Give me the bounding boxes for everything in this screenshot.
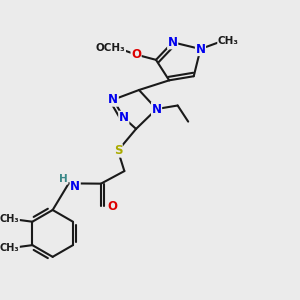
Text: N: N xyxy=(70,180,80,193)
Text: N: N xyxy=(119,111,129,124)
Text: N: N xyxy=(108,93,118,106)
Text: CH₃: CH₃ xyxy=(0,243,20,253)
Text: O: O xyxy=(107,200,117,213)
Text: OCH₃: OCH₃ xyxy=(96,43,125,53)
Text: N: N xyxy=(196,43,206,56)
Text: N: N xyxy=(152,103,162,116)
Text: O: O xyxy=(131,48,141,61)
Text: CH₃: CH₃ xyxy=(0,214,20,224)
Text: N: N xyxy=(168,36,178,49)
Text: H: H xyxy=(59,174,68,184)
Text: S: S xyxy=(114,144,122,157)
Text: CH₃: CH₃ xyxy=(218,36,239,46)
